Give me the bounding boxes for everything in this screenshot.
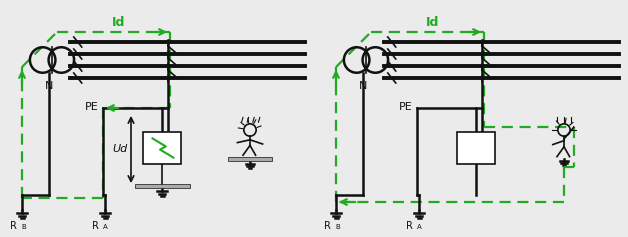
Bar — [457, 132, 495, 164]
Text: B: B — [335, 224, 340, 230]
Text: Id: Id — [112, 16, 125, 29]
Text: N: N — [45, 81, 53, 91]
Text: Ud: Ud — [113, 145, 128, 155]
Text: R: R — [92, 221, 99, 231]
Bar — [134, 184, 190, 188]
Text: PE: PE — [85, 102, 99, 112]
Bar — [143, 132, 181, 164]
Text: R: R — [10, 221, 17, 231]
Text: R: R — [406, 221, 413, 231]
Text: A: A — [103, 224, 108, 230]
Text: Id: Id — [426, 16, 439, 29]
Text: B: B — [21, 224, 26, 230]
Text: R: R — [324, 221, 331, 231]
Bar — [228, 157, 272, 161]
Text: N: N — [359, 81, 367, 91]
Text: A: A — [417, 224, 422, 230]
Text: PE: PE — [399, 102, 413, 112]
